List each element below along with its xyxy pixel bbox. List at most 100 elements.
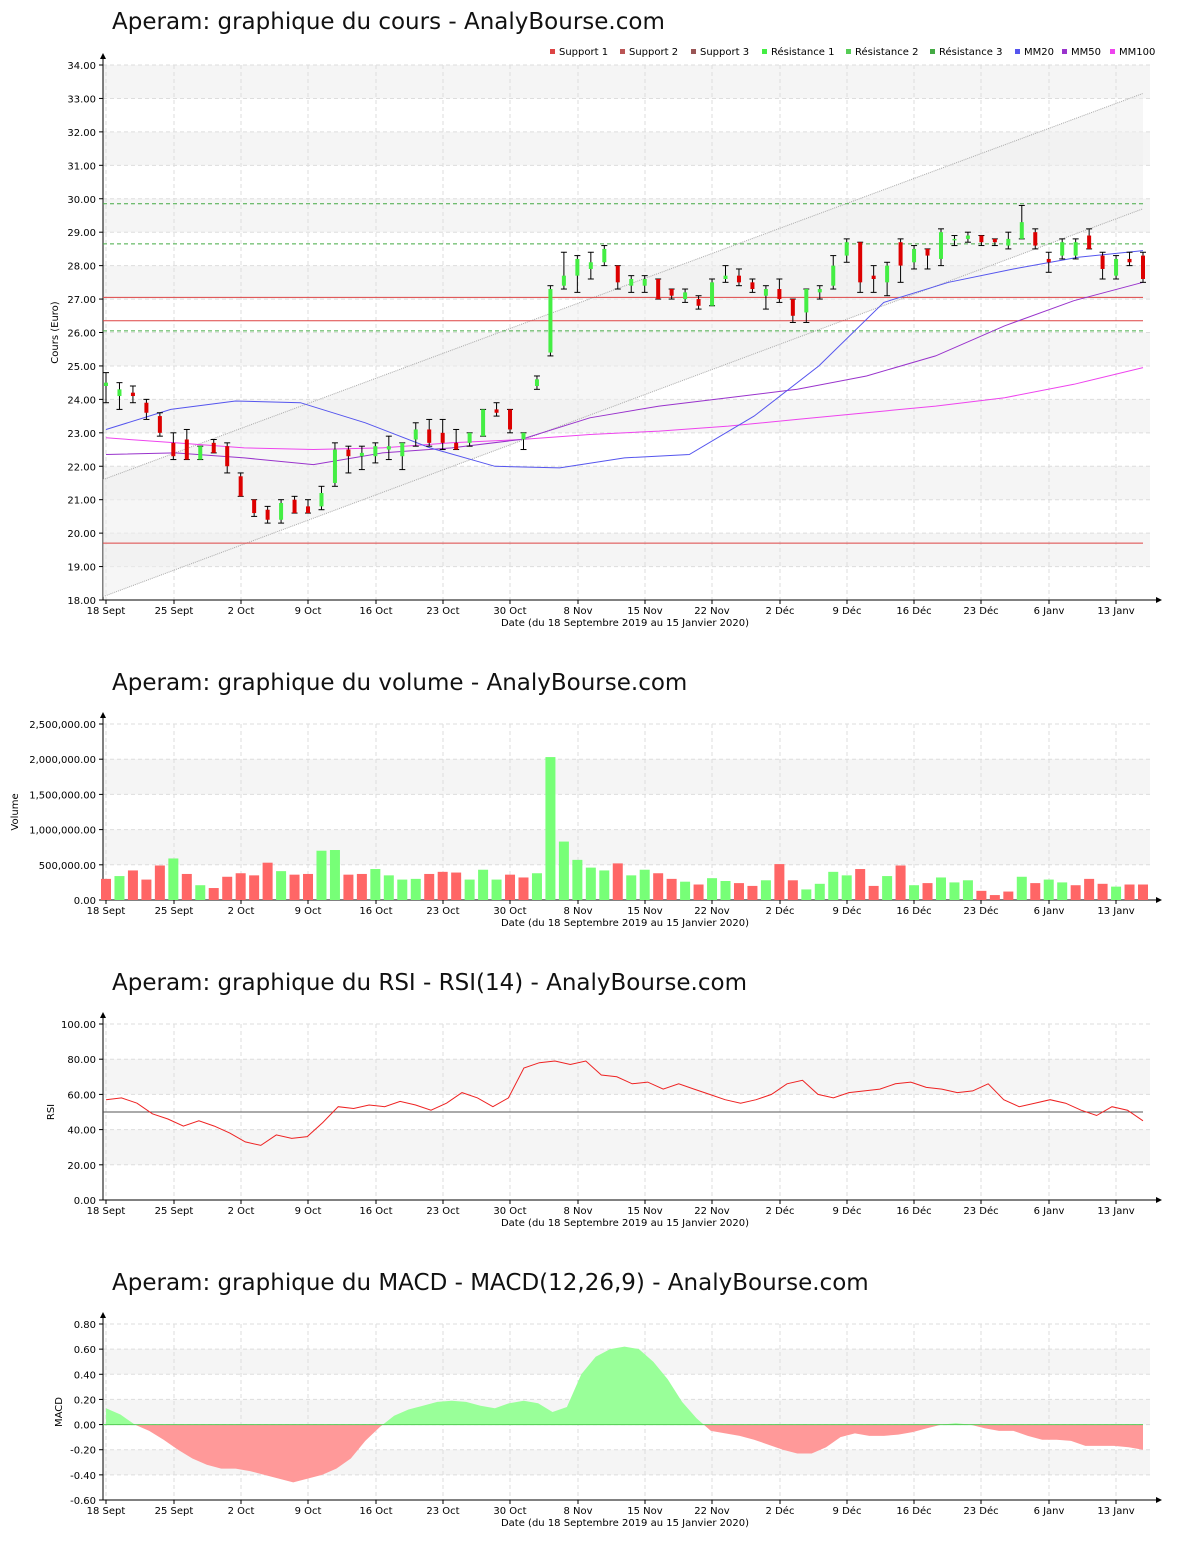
x-axis-label: Date (du 18 Septembre 2019 au 15 Janvier… bbox=[501, 1218, 749, 1229]
volume-bar bbox=[235, 873, 246, 900]
candle-down bbox=[454, 442, 459, 450]
volume-bar bbox=[1057, 882, 1068, 900]
volume-bar bbox=[801, 889, 812, 900]
legend-swatch bbox=[930, 49, 935, 54]
volume-bar bbox=[828, 871, 839, 900]
x-tick-label: 18 Sept bbox=[87, 1506, 126, 1517]
candle-up bbox=[481, 409, 486, 437]
x-tick-label: 9 Oct bbox=[295, 606, 322, 617]
y-tick-label: 2,500,000.00 bbox=[29, 720, 96, 731]
candle-down bbox=[130, 392, 135, 397]
volume-bar bbox=[1016, 876, 1027, 900]
y-tick-label: 80.00 bbox=[67, 1055, 96, 1066]
x-tick-label: 16 Déc bbox=[896, 1505, 931, 1517]
x-tick-label: 13 Janv bbox=[1097, 1206, 1134, 1217]
x-tick-label: 13 Janv bbox=[1097, 906, 1134, 917]
volume-bar bbox=[397, 879, 408, 900]
y-tick-label: 0.20 bbox=[74, 1395, 96, 1406]
x-tick-label: 9 Oct bbox=[295, 1206, 322, 1217]
x-tick-label: 16 Déc bbox=[896, 1205, 931, 1217]
candle-up bbox=[104, 382, 108, 386]
x-tick-label: 8 Nov bbox=[563, 606, 592, 617]
x-axis-label: Date (du 18 Septembre 2019 au 15 Janvier… bbox=[501, 918, 749, 929]
candle-down bbox=[790, 299, 795, 316]
x-tick-label: 25 Sept bbox=[155, 906, 194, 917]
x-tick-label: 25 Sept bbox=[155, 606, 194, 617]
candle-up bbox=[575, 258, 580, 276]
candle-up bbox=[548, 289, 553, 353]
volume-bar bbox=[329, 850, 340, 900]
candle-up bbox=[373, 446, 378, 457]
background-band bbox=[103, 65, 1150, 99]
x-tick-label: 2 Oct bbox=[228, 1506, 255, 1517]
legend-swatch bbox=[1110, 49, 1115, 54]
background-band bbox=[103, 533, 1150, 567]
candle-up bbox=[467, 432, 472, 443]
y-tick-label: 19.00 bbox=[67, 563, 96, 574]
x-tick-label: 23 Oct bbox=[426, 1206, 459, 1217]
candle-up bbox=[831, 265, 836, 286]
y-tick-label: -0.40 bbox=[70, 1471, 96, 1482]
x-axis-label: Date (du 18 Septembre 2019 au 15 Janvier… bbox=[501, 1518, 749, 1529]
x-tick-label: 8 Nov bbox=[563, 906, 592, 917]
x-tick-label: 16 Oct bbox=[359, 906, 392, 917]
candle-up bbox=[763, 289, 768, 296]
volume-bar bbox=[154, 865, 165, 900]
x-tick-label: 30 Oct bbox=[493, 906, 526, 917]
channel-upper-line bbox=[102, 92, 1144, 481]
candle-down bbox=[184, 439, 189, 460]
x-tick-label: 23 Déc bbox=[963, 1505, 998, 1517]
y-tick-label: 0.60 bbox=[74, 1345, 96, 1356]
candle-down bbox=[265, 509, 270, 520]
y-tick-label: 0.00 bbox=[74, 896, 96, 907]
volume-bar bbox=[922, 883, 933, 900]
candle-up bbox=[117, 389, 122, 397]
volume-bar bbox=[410, 878, 421, 900]
macd-chart-title: Aperam: graphique du MACD - MACD(12,26,9… bbox=[112, 1270, 869, 1296]
volume-bar bbox=[976, 890, 987, 900]
candle-up bbox=[817, 289, 822, 293]
background-band bbox=[103, 829, 1150, 865]
volume-bar bbox=[666, 878, 677, 900]
volume-bar bbox=[855, 869, 866, 900]
x-tick-label: 2 Déc bbox=[766, 905, 795, 917]
macd-chart-panel: Aperam: graphique du MACD - MACD(12,26,9… bbox=[0, 1260, 1200, 1550]
volume-bar bbox=[141, 879, 152, 900]
volume-bar bbox=[383, 875, 394, 900]
mm100-line bbox=[105, 367, 1144, 451]
volume-bar bbox=[491, 879, 502, 900]
volume-bar bbox=[101, 878, 111, 900]
volume-bar bbox=[787, 880, 798, 900]
volume-bar bbox=[1070, 885, 1081, 900]
candle-down bbox=[1100, 255, 1105, 269]
y-tick-label: 27.00 bbox=[67, 295, 96, 306]
volume-bar bbox=[882, 876, 893, 900]
x-tick-label: 22 Nov bbox=[694, 606, 730, 617]
candle-up bbox=[710, 282, 715, 306]
background-band bbox=[103, 1129, 1150, 1165]
y-axis-arrow bbox=[100, 712, 106, 718]
legend-swatch bbox=[1015, 49, 1020, 54]
x-tick-label: 6 Janv bbox=[1034, 606, 1065, 617]
x-tick-label: 23 Oct bbox=[426, 606, 459, 617]
rsi-chart-panel: Aperam: graphique du RSI - RSI(14) - Ana… bbox=[0, 960, 1200, 1240]
x-tick-label: 13 Janv bbox=[1097, 606, 1134, 617]
x-tick-label: 9 Déc bbox=[833, 905, 862, 917]
candle-down bbox=[777, 289, 782, 300]
y-tick-label: 32.00 bbox=[67, 128, 96, 139]
x-tick-label: 15 Nov bbox=[627, 906, 663, 917]
y-tick-label: 22.00 bbox=[67, 462, 96, 473]
volume-chart-panel: Aperam: graphique du volume - AnalyBours… bbox=[0, 660, 1200, 940]
x-tick-label: 8 Nov bbox=[563, 1506, 592, 1517]
candle-down bbox=[1046, 258, 1051, 263]
volume-bar bbox=[774, 864, 785, 900]
y-tick-label: 20.00 bbox=[67, 1161, 96, 1172]
x-axis-label: Date (du 18 Septembre 2019 au 15 Janvier… bbox=[501, 618, 749, 629]
candle-down bbox=[615, 265, 620, 283]
candle-down bbox=[1127, 258, 1132, 263]
candle-up bbox=[642, 279, 647, 286]
volume-bar bbox=[572, 859, 583, 900]
legend-label: Résistance 1 bbox=[771, 46, 834, 58]
volume-bar bbox=[612, 863, 623, 900]
volume-bar bbox=[1003, 891, 1014, 900]
